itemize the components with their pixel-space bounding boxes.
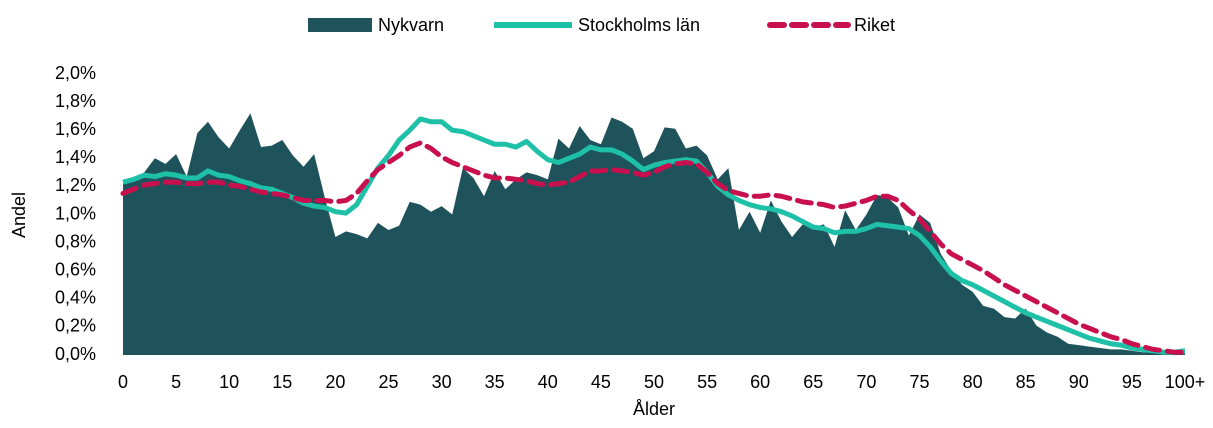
x-tick-label: 20 [325,372,345,392]
x-tick-label: 80 [963,372,983,392]
y-tick-label: 1,6% [55,119,96,139]
x-tick-label: 25 [378,372,398,392]
y-tick-label: 1,8% [55,91,96,111]
legend-label: Riket [854,15,895,35]
y-tick-label: 1,0% [55,203,96,223]
x-tick-label: 85 [1016,372,1036,392]
x-tick-label: 40 [538,372,558,392]
x-tick-label: 50 [644,372,664,392]
x-tick-label: 55 [697,372,717,392]
y-tick-label: 1,2% [55,175,96,195]
y-tick-label: 1,4% [55,147,96,167]
y-tick-label: 0,2% [55,316,96,336]
x-tick-label: 95 [1122,372,1142,392]
x-tick-label: 90 [1069,372,1089,392]
x-tick-label: 100+ [1165,372,1206,392]
area [123,113,1185,355]
x-tick-label: 15 [272,372,292,392]
x-tick-label: 10 [219,372,239,392]
x-tick-label: 60 [750,372,770,392]
x-tick-label: 45 [591,372,611,392]
x-tick-label: 75 [909,372,929,392]
legend-swatch [308,18,372,32]
y-tick-label: 0,0% [55,344,96,364]
y-tick-label: 0,8% [55,231,96,251]
x-tick-label: 65 [803,372,823,392]
x-tick-label: 0 [118,372,128,392]
y-axis-label: Andel [9,192,29,238]
x-tick-label: 35 [485,372,505,392]
y-tick-label: 2,0% [55,63,96,83]
x-tick-label: 5 [171,372,181,392]
legend-label: Stockholms län [578,15,700,35]
y-tick-label: 0,4% [55,288,96,308]
y-tick-label: 0,6% [55,259,96,279]
x-tick-label: 70 [856,372,876,392]
legend-label: Nykvarn [378,15,444,35]
line [120,140,1188,355]
x-tick-label: 30 [432,372,452,392]
x-axis-label: Ålder [633,399,675,419]
